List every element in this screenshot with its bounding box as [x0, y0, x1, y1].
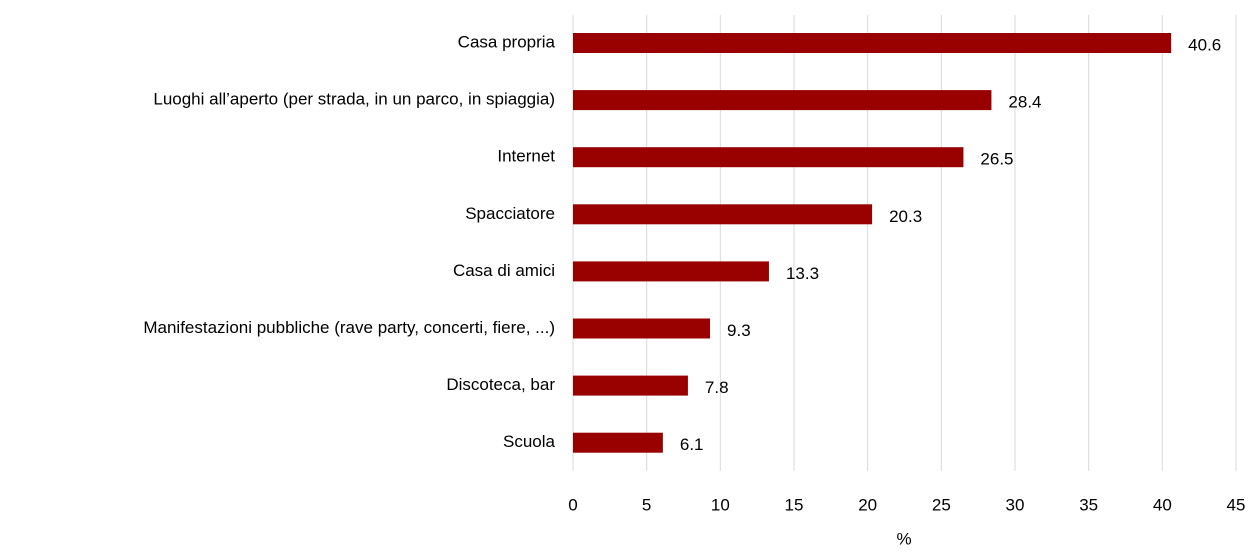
- data-label: 7.8: [705, 378, 729, 397]
- y-tick-label: Casa propria: [458, 32, 556, 51]
- x-tick-label: 20: [858, 495, 877, 514]
- bar: [573, 147, 964, 168]
- x-tick-label: 15: [785, 495, 804, 514]
- data-label: 28.4: [1008, 93, 1041, 112]
- y-tick-label: Internet: [497, 147, 555, 166]
- y-tick-label: Manifestazioni pubbliche (rave party, co…: [143, 318, 555, 337]
- x-tick-label: 10: [711, 495, 730, 514]
- x-tick-label: 45: [1227, 495, 1246, 514]
- x-tick-label: 35: [1079, 495, 1098, 514]
- x-axis-label: %: [896, 529, 911, 548]
- y-tick-label: Casa di amici: [453, 261, 555, 280]
- y-tick-label: Spacciatore: [465, 204, 555, 223]
- y-tick-label: Discoteca, bar: [446, 375, 555, 394]
- y-tick-label: Scuola: [503, 432, 556, 451]
- data-label: 40.6: [1188, 35, 1221, 54]
- data-label: 26.5: [980, 150, 1013, 169]
- bar: [573, 33, 1172, 53]
- x-tick-label: 25: [932, 495, 951, 514]
- data-label: 6.1: [680, 435, 704, 454]
- data-label: 20.3: [889, 207, 922, 226]
- y-tick-label: Luoghi all’aperto (per strada, in un par…: [153, 90, 555, 109]
- x-tick-label: 30: [1006, 495, 1025, 514]
- bar: [573, 318, 711, 339]
- x-tick-label: 5: [642, 495, 651, 514]
- x-tick-label: 40: [1153, 495, 1172, 514]
- x-tick-label: 0: [568, 495, 577, 514]
- bar: [573, 375, 688, 396]
- bar: [573, 204, 873, 225]
- bar: [573, 261, 769, 282]
- bar: [573, 90, 992, 111]
- data-label: 13.3: [786, 264, 819, 283]
- bar: [573, 432, 663, 453]
- data-label: 9.3: [727, 321, 751, 340]
